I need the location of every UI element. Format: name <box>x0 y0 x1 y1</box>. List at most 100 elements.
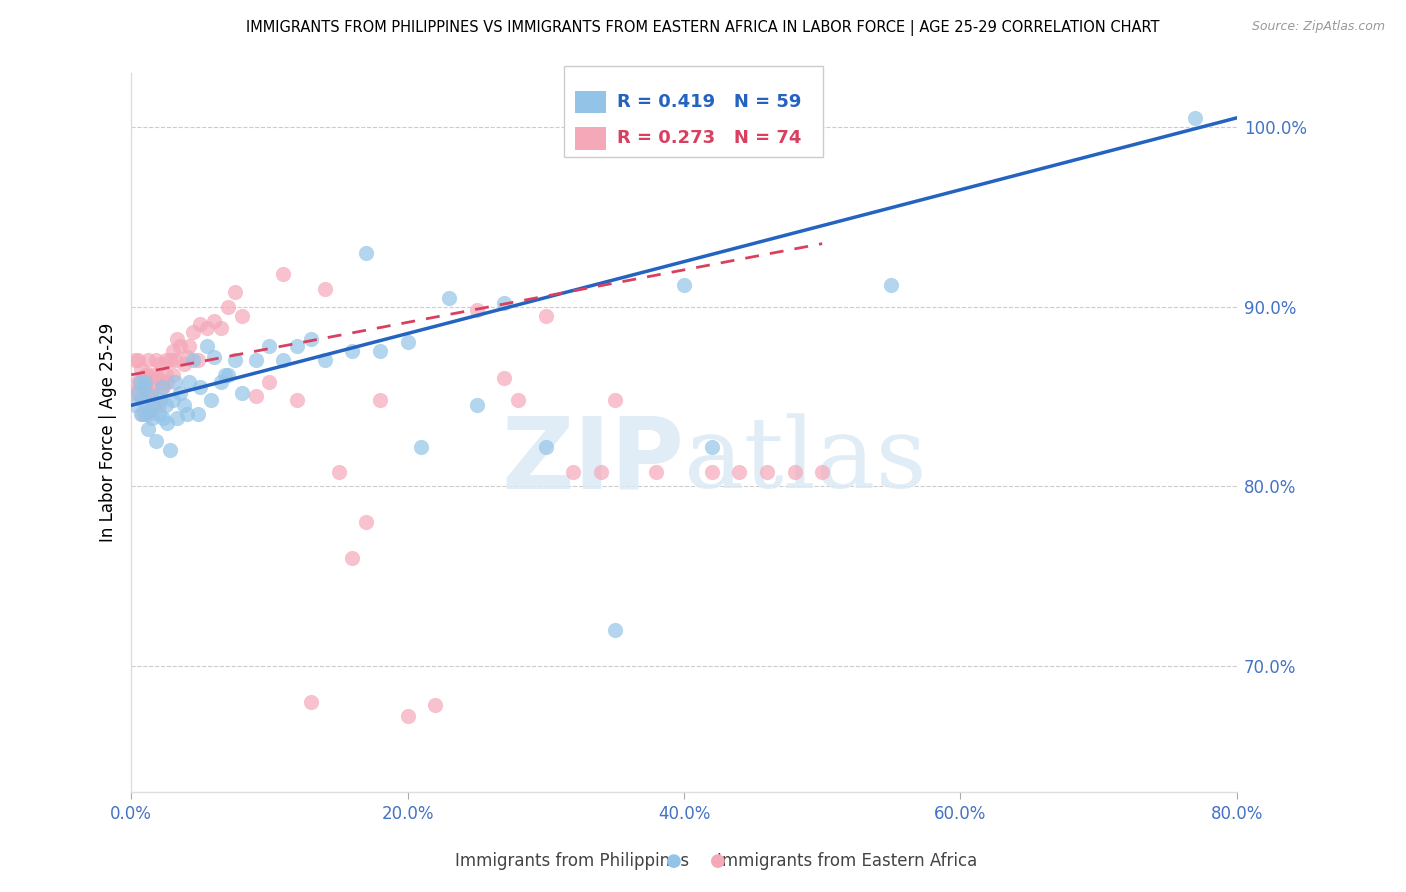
Point <box>354 245 377 260</box>
Point <box>672 277 695 292</box>
Point <box>811 465 834 479</box>
Point <box>166 332 188 346</box>
Text: ●: ● <box>666 852 682 870</box>
Point <box>645 465 668 479</box>
Point <box>214 368 236 382</box>
Point <box>728 465 751 479</box>
Point <box>138 407 160 421</box>
Point <box>156 417 179 431</box>
Point <box>149 392 172 407</box>
Point <box>299 332 322 346</box>
Point <box>169 385 191 400</box>
Point <box>127 385 149 400</box>
Point <box>700 440 723 454</box>
Point <box>700 465 723 479</box>
Point <box>342 344 364 359</box>
Point <box>145 353 167 368</box>
Point <box>396 335 419 350</box>
Point <box>134 368 156 382</box>
Point <box>173 398 195 412</box>
Point <box>141 411 163 425</box>
Point <box>202 314 225 328</box>
Point <box>534 440 557 454</box>
Point <box>217 368 239 382</box>
Point <box>131 380 153 394</box>
Point <box>217 300 239 314</box>
Point <box>562 465 585 479</box>
Point <box>134 380 156 394</box>
Point <box>299 695 322 709</box>
Point <box>494 296 516 310</box>
Point <box>354 515 377 529</box>
Point <box>127 385 149 400</box>
Point <box>328 465 350 479</box>
Point <box>155 398 177 412</box>
Text: ZIP: ZIP <box>501 412 683 509</box>
Point <box>425 698 447 713</box>
Text: Immigrants from Philippines: Immigrants from Philippines <box>454 852 689 870</box>
Point <box>150 375 173 389</box>
Point <box>142 380 165 394</box>
Point <box>132 380 155 394</box>
Point <box>148 398 170 412</box>
Text: R = 0.273   N = 74: R = 0.273 N = 74 <box>617 129 801 147</box>
Point <box>131 392 153 407</box>
Point <box>127 353 149 368</box>
Point <box>259 339 281 353</box>
Point <box>534 309 557 323</box>
Text: Source: ZipAtlas.com: Source: ZipAtlas.com <box>1251 20 1385 33</box>
Point <box>195 321 218 335</box>
Point <box>165 353 187 368</box>
Point <box>125 375 148 389</box>
Point <box>155 353 177 368</box>
Point <box>139 385 162 400</box>
Point <box>128 375 150 389</box>
Point <box>437 291 460 305</box>
Point <box>231 385 253 400</box>
Point <box>187 353 209 368</box>
Point <box>129 407 152 421</box>
Point <box>122 385 145 400</box>
Point <box>136 368 159 382</box>
Point <box>162 392 184 407</box>
Point <box>143 398 166 412</box>
Text: R = 0.419   N = 59: R = 0.419 N = 59 <box>617 93 801 111</box>
Point <box>314 282 336 296</box>
Point <box>589 465 612 479</box>
Point <box>209 375 232 389</box>
Point <box>159 353 181 368</box>
Point <box>245 353 267 368</box>
Point <box>314 353 336 368</box>
Text: atlas: atlas <box>683 413 927 509</box>
Point <box>136 422 159 436</box>
Point <box>508 392 530 407</box>
Point <box>142 398 165 412</box>
Point <box>224 285 246 300</box>
Point <box>368 392 391 407</box>
Point <box>152 411 174 425</box>
Point <box>603 623 626 637</box>
Point <box>209 321 232 335</box>
Point <box>259 375 281 389</box>
Point <box>132 392 155 407</box>
Point <box>202 350 225 364</box>
Point <box>285 339 308 353</box>
Point <box>880 277 903 292</box>
Point <box>285 392 308 407</box>
Point <box>152 380 174 394</box>
Point <box>159 443 181 458</box>
Point <box>155 368 177 382</box>
Point <box>231 309 253 323</box>
Point <box>188 318 211 332</box>
Point <box>165 375 187 389</box>
Point <box>200 392 222 407</box>
Point <box>131 407 153 421</box>
Point <box>183 325 205 339</box>
Point <box>411 440 433 454</box>
Point <box>124 398 146 412</box>
Text: IMMIGRANTS FROM PHILIPPINES VS IMMIGRANTS FROM EASTERN AFRICA IN LABOR FORCE | A: IMMIGRANTS FROM PHILIPPINES VS IMMIGRANT… <box>246 20 1160 36</box>
Point <box>176 407 198 421</box>
Point <box>135 375 157 389</box>
Point <box>156 375 179 389</box>
Point <box>1184 111 1206 125</box>
